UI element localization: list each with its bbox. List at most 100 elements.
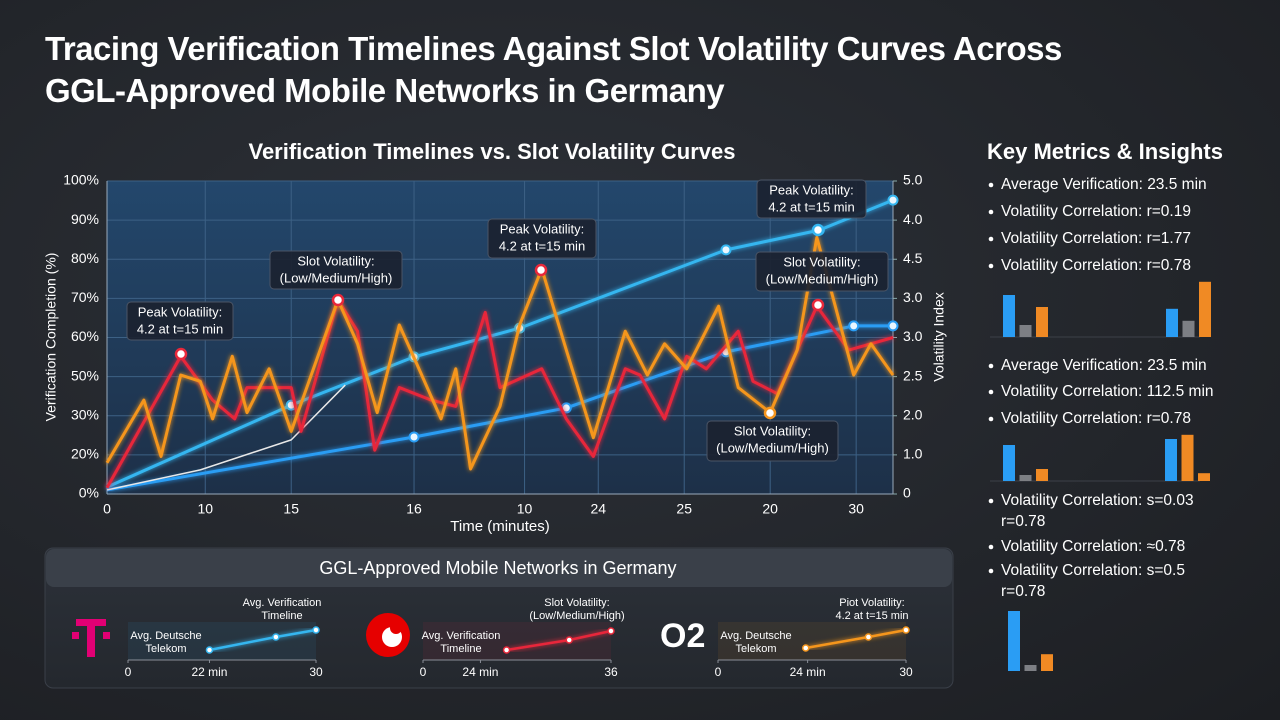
annotation-marker: [811, 223, 825, 237]
bullet: [988, 544, 994, 550]
mini-point: [801, 644, 810, 652]
y-tick-label: 50%: [71, 367, 99, 383]
x-axis-label: Time (minutes): [450, 518, 549, 535]
insight-text: Volatility Correlation: s=0.03: [1001, 492, 1194, 509]
network-logo: O2: [660, 617, 705, 655]
bullet: [988, 389, 994, 395]
y2-tick-label: 2.0: [903, 406, 923, 422]
insight-text: r=0.78: [1001, 583, 1045, 600]
annotation-text: 4.2 at t=15 min: [768, 199, 854, 214]
x-tick-label: 16: [406, 501, 422, 517]
annotation-box: [487, 218, 597, 259]
series-line: [106, 384, 346, 491]
annotation-box: [269, 250, 403, 290]
telekom-logo: [72, 619, 110, 657]
mini-point: [607, 627, 615, 635]
card-top-label: Avg. Verification: [243, 597, 322, 609]
bullet: [988, 182, 994, 188]
mini-tick-label: 0: [420, 665, 427, 679]
x-tick-label: 30: [848, 501, 864, 517]
mini-bar: [1199, 281, 1211, 337]
series-point: [408, 431, 420, 443]
y2-tick-label: 3.0: [903, 328, 923, 344]
card-side-label: Timeline: [440, 643, 481, 655]
mini-tick-label: 24 min: [790, 665, 826, 679]
y2-tick-label: 5.0: [903, 172, 923, 188]
annotation-box: [126, 301, 234, 341]
insight-text: Volatility Correlation: r=0.19: [1001, 203, 1191, 220]
mini-bar: [1019, 325, 1032, 337]
x-tick-label: 10: [517, 501, 533, 517]
mini-point: [205, 646, 214, 654]
mini-tick-label: 22 min: [191, 665, 227, 679]
annotation-marker: [811, 298, 825, 312]
annotation-marker: [174, 347, 188, 361]
card-top-label: 4.2 at t=15 min: [835, 610, 908, 622]
mini-plot-glow: [128, 622, 316, 660]
insight-text: Volatility Correlation: 112.5 min: [1001, 383, 1214, 400]
annotation-marker: [534, 263, 548, 277]
annotation-text: Slot Volatility:: [297, 253, 374, 268]
y2-tick-label: 4.5: [903, 250, 923, 266]
annotation-box: [756, 179, 867, 219]
annotation-text: Slot Volatility:: [783, 254, 860, 269]
card-top-label: (Low/Medium/High): [529, 610, 624, 622]
chart-title: Verification Timelines vs. Slot Volatili…: [248, 139, 735, 164]
x-tick-label: 0: [103, 501, 111, 517]
mini-bar: [1181, 434, 1194, 481]
y2-tick-label: 0: [903, 485, 911, 501]
mini-tick-label: 30: [899, 665, 913, 679]
series-point: [720, 244, 732, 256]
annotation-box: [755, 251, 889, 292]
bullet: [988, 498, 994, 504]
card-side-label: Avg. Deutsche: [720, 630, 791, 642]
y-tick-label: 70%: [71, 289, 99, 305]
series-point: [848, 320, 860, 332]
mini-point: [864, 633, 873, 641]
mini-bar: [1036, 469, 1048, 481]
insight-text: Volatility Correlation: r=0.78: [1001, 410, 1191, 427]
annotation-text: Peak Volatility:: [500, 221, 585, 236]
y-axis-label: Verification Completion (%): [43, 253, 59, 422]
mini-plot-glow: [718, 622, 906, 660]
mini-plot-glow: [423, 622, 611, 660]
insight-text: Average Verification: 23.5 min: [1001, 176, 1207, 193]
bullet: [988, 568, 994, 574]
x-tick-label: 15: [283, 501, 299, 517]
y-tick-label: 30%: [71, 406, 99, 422]
mini-bar: [1165, 439, 1177, 481]
y-tick-label: 80%: [71, 250, 99, 266]
annotation-text: Peak Volatility:: [769, 182, 854, 197]
x-tick-label: 20: [762, 501, 778, 517]
insight-text: r=0.78: [1001, 513, 1045, 530]
y2-tick-label: 2.5: [903, 367, 923, 383]
x-tick-label: 25: [676, 501, 692, 517]
mini-tick-label: 24 min: [462, 665, 498, 679]
annotation-box: [706, 420, 839, 462]
annotation-text: 4.2 at t=15 min: [137, 321, 223, 336]
mini-point: [565, 636, 573, 644]
insight-text: Volatility Correlation: r=1.77: [1001, 230, 1191, 247]
series-line: [105, 235, 895, 471]
networks-title: GGL-Approved Mobile Networks in Germany: [319, 558, 676, 578]
networks-header: [46, 549, 952, 587]
annotation-marker: [331, 293, 345, 307]
insights-title: Key Metrics & Insights: [987, 139, 1223, 164]
y2-tick-label: 1.0: [903, 446, 923, 462]
y2-tick-label: 4.0: [903, 211, 923, 227]
mini-tick-label: 36: [604, 665, 618, 679]
y2-tick-label: 3.0: [903, 289, 923, 305]
annotation-text: 4.2 at t=15 min: [499, 238, 585, 253]
x-tick-label: 24: [590, 501, 606, 517]
mini-bar: [1036, 307, 1048, 337]
mini-tick-label: 0: [125, 665, 132, 679]
mini-point: [902, 626, 910, 634]
y-tick-label: 20%: [71, 446, 99, 462]
mini-point: [312, 626, 320, 634]
y2-axis-label: Volatility Index: [931, 292, 947, 382]
mini-point: [272, 633, 280, 641]
mini-bar: [1003, 445, 1015, 481]
series-point: [887, 194, 899, 206]
card-top-label: Timeline: [261, 610, 302, 622]
